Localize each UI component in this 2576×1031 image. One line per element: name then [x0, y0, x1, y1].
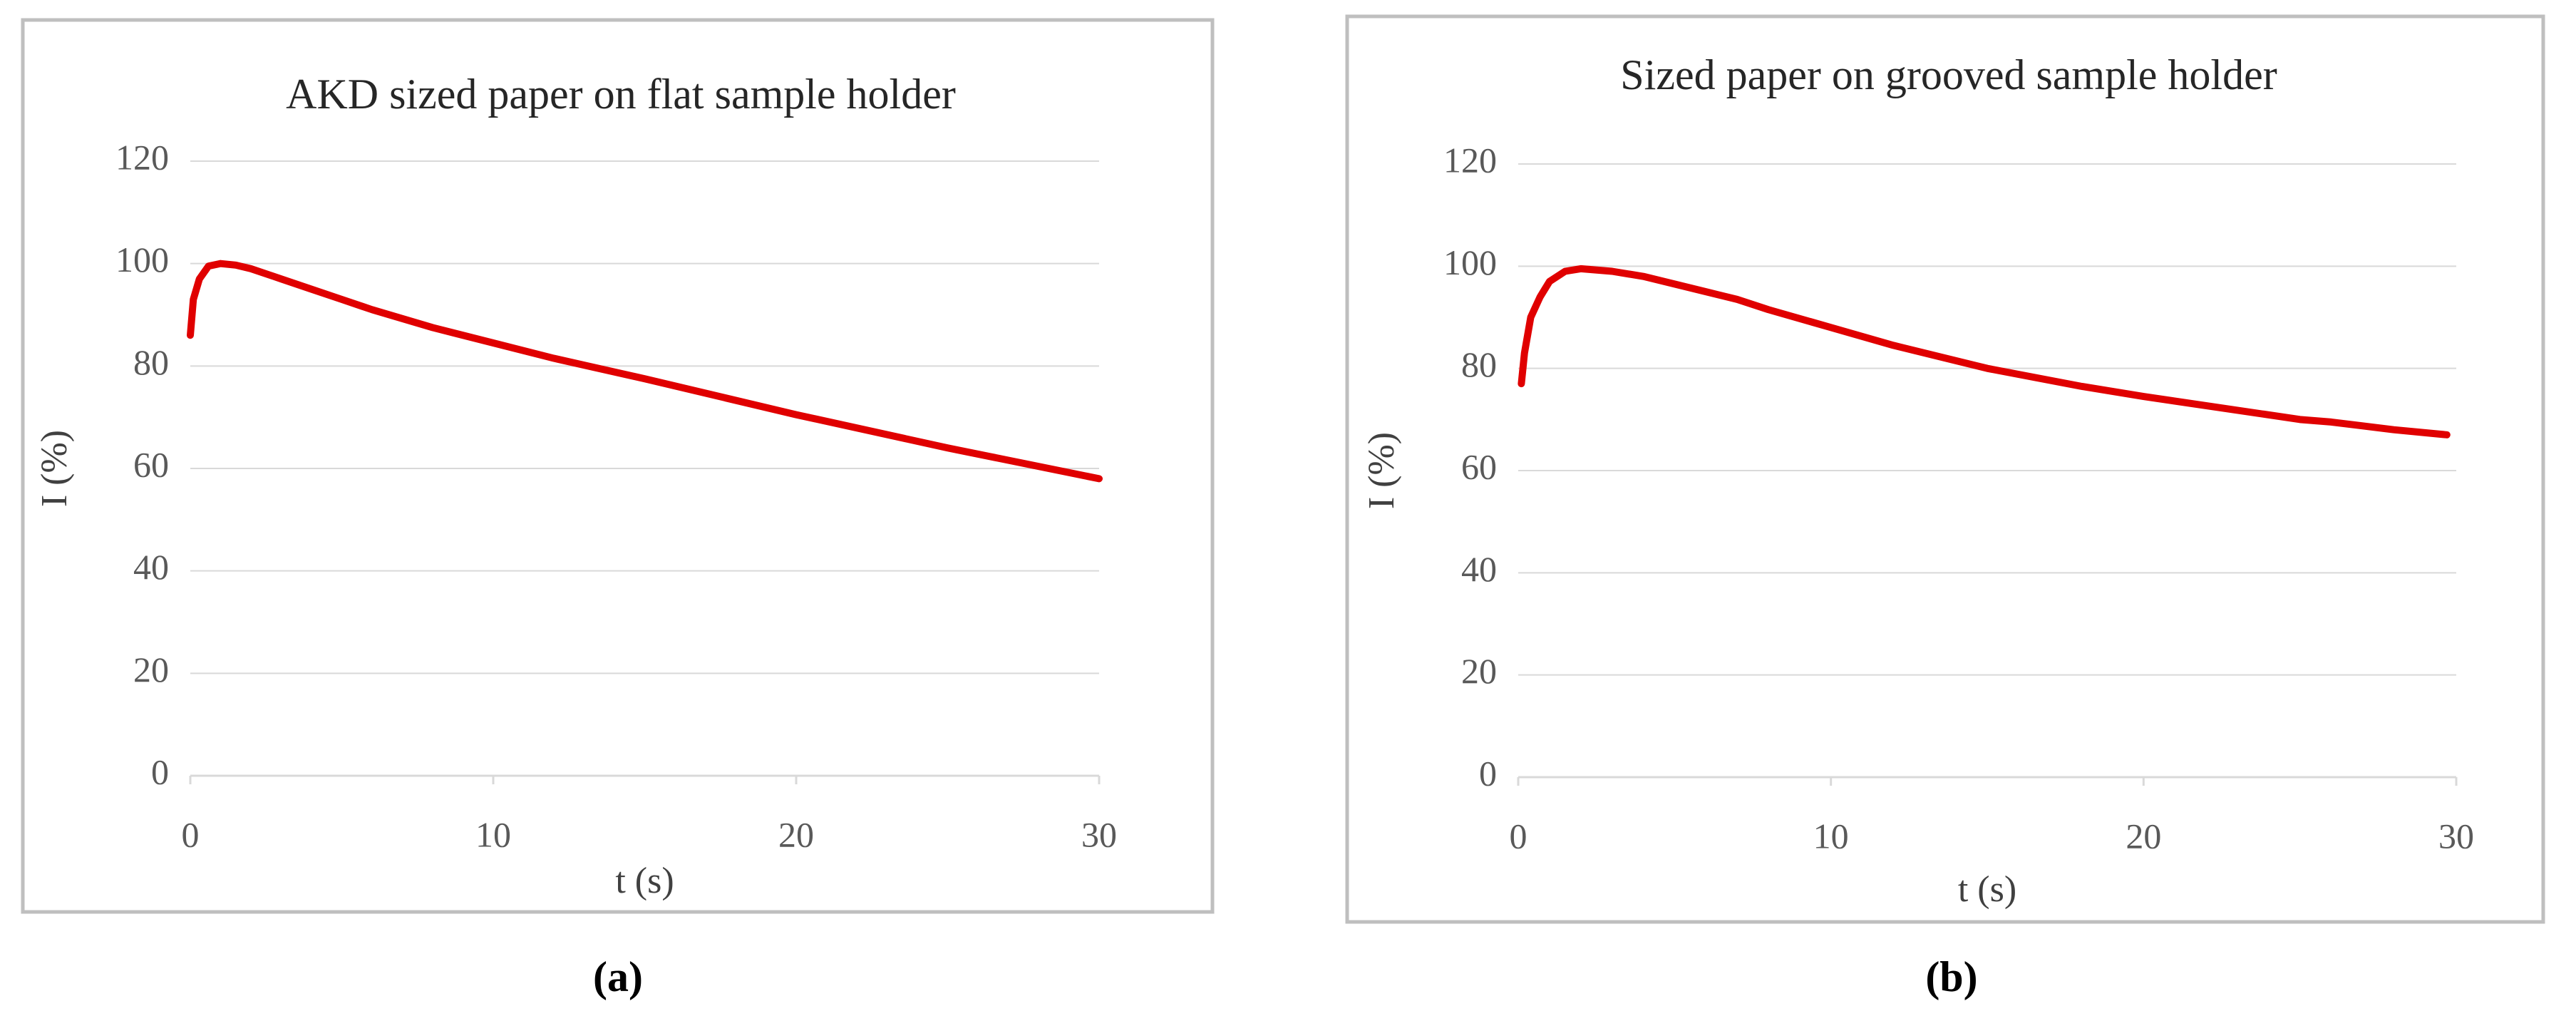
x-tick-label: 30	[2438, 816, 2474, 856]
y-tick-label: 80	[133, 342, 169, 382]
y-tick-label: 40	[133, 547, 169, 587]
caption: (b)	[1925, 953, 1977, 1000]
x-tick-label: 20	[778, 814, 814, 854]
y-tick-label: 60	[133, 444, 169, 484]
y-tick-label: 120	[1443, 140, 1497, 180]
chart-title: Sized paper on grooved sample holder	[1620, 51, 2277, 98]
x-axis-label: t (s)	[615, 861, 674, 901]
y-axis-label: I (%)	[34, 430, 75, 507]
chart-title: AKD sized paper on flat sample holder	[286, 71, 956, 118]
y-tick-label: 20	[133, 650, 169, 689]
data-line	[1518, 265, 2451, 438]
x-tick-label: 0	[182, 814, 200, 854]
y-tick-label: 120	[115, 137, 169, 177]
y-tick-label: 100	[115, 240, 169, 279]
y-tick-label: 60	[1461, 446, 1497, 486]
y-axis-label: I (%)	[1361, 432, 1402, 509]
x-tick-label: 30	[1081, 814, 1117, 854]
x-tick-label: 10	[475, 814, 511, 854]
chart-frame	[21, 18, 1215, 914]
y-tick-label: 0	[151, 752, 169, 791]
y-tick-label: 0	[1479, 753, 1497, 793]
caption: (a)	[593, 953, 643, 1000]
y-tick-label: 80	[1461, 344, 1497, 384]
x-axis-label: t (s)	[1958, 869, 2016, 910]
data-line	[187, 260, 1103, 483]
y-tick-label: 40	[1461, 549, 1497, 589]
y-tick-label: 100	[1443, 242, 1497, 282]
y-tick-label: 20	[1461, 651, 1497, 691]
chart-frame	[1345, 14, 2545, 924]
x-tick-label: 0	[1510, 816, 1527, 856]
x-tick-label: 20	[2126, 816, 2161, 856]
x-tick-label: 10	[1813, 816, 1849, 856]
